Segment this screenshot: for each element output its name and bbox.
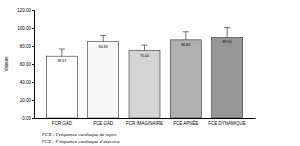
footnote: FCR : Fréquence cardiaque de repos — [41, 132, 117, 137]
x-tick: FCE DYNAMIQUE — [208, 118, 246, 126]
x-tick: FCE GAD — [93, 118, 114, 126]
bar — [88, 42, 119, 118]
x-axis: FCR GAD FCE GAD FCR IMAGINAIRE FCE APNÉE FCE… — [35, 118, 256, 126]
y-tick-mark — [32, 100, 34, 101]
y-tick: 60.00 — [20, 62, 34, 67]
x-tick-label: FCR GAD — [52, 121, 73, 126]
y-tick-mark — [32, 118, 34, 119]
x-tick-label: FCE APNÉE — [173, 120, 198, 126]
data-label: 89.50 — [223, 40, 232, 44]
y-tick: 20.00 — [20, 98, 34, 103]
data-label: 68.67 — [57, 59, 66, 63]
error-stem — [227, 28, 228, 38]
y-tick: 40.00 — [20, 80, 34, 85]
error-cap — [142, 45, 148, 46]
error-bar — [100, 35, 106, 41]
y-axis-line — [32, 11, 35, 119]
y-tick-mark — [32, 46, 34, 47]
error-cap — [183, 31, 189, 32]
chart: 0.00 20.00 40.00 60.00 80.00 100.00 120.00 FCR … — [0, 0, 300, 146]
error-bar — [224, 28, 230, 38]
y-tick-mark — [32, 64, 34, 65]
footnotes: FCR : Fréquence cardiaque de repos FCE : … — [41, 132, 120, 144]
x-axis-line — [35, 118, 256, 119]
y-tick-mark — [32, 28, 34, 29]
error-bar — [142, 45, 148, 50]
plot: 0.00 20.00 40.00 60.00 80.00 100.00 120.00 FCR … — [4, 8, 256, 126]
bar — [212, 37, 243, 118]
error-bar — [183, 32, 189, 40]
data-labels: 68.67 84.83 75.00 86.83 89.50 — [57, 40, 231, 63]
error-cap — [59, 48, 65, 49]
y-axis: 0.00 20.00 40.00 60.00 80.00 100.00 120.00 — [17, 8, 34, 121]
error-stem — [185, 32, 186, 40]
error-cap — [100, 35, 106, 36]
data-label: 75.00 — [140, 54, 149, 58]
x-tick: FCR GAD — [52, 118, 73, 126]
data-label: 86.83 — [181, 43, 190, 47]
error-stem — [103, 35, 104, 41]
x-tick-label: FCE GAD — [93, 121, 114, 126]
bar — [46, 56, 77, 118]
data-label: 84.83 — [99, 45, 108, 49]
error-stem — [61, 49, 62, 56]
y-tick-label: 100.00 — [17, 26, 31, 31]
y-tick: 100.00 — [17, 26, 34, 31]
x-tick-label: FCE DYNAMIQUE — [208, 121, 246, 126]
y-tick-mark — [32, 82, 34, 83]
error-cap — [224, 27, 230, 28]
y-tick-label: 120.00 — [17, 8, 31, 13]
y-tick-mark — [32, 10, 34, 11]
y-tick-label: 80.00 — [20, 44, 32, 49]
y-tick-label: 40.00 — [20, 80, 32, 85]
x-tick: FCE APNÉE — [173, 118, 198, 126]
y-axis-title: Valeurs — [4, 56, 9, 72]
y-tick: 80.00 — [20, 44, 34, 49]
y-tick-label: 0.00 — [22, 116, 31, 121]
marks — [46, 28, 242, 118]
bar — [170, 40, 201, 118]
y-tick: 120.00 — [17, 8, 34, 13]
error-bar — [59, 49, 65, 56]
y-tick-label: 60.00 — [20, 62, 32, 67]
bar — [129, 51, 160, 119]
footnote: FCE : Fréquence cardiaque d'exercice — [41, 139, 120, 144]
x-tick: FCR IMAGINAIRE — [126, 118, 163, 126]
y-tick: 0.00 — [22, 116, 34, 121]
error-stem — [144, 45, 145, 50]
x-tick-label: FCR IMAGINAIRE — [126, 121, 163, 126]
y-tick-label: 20.00 — [20, 98, 32, 103]
